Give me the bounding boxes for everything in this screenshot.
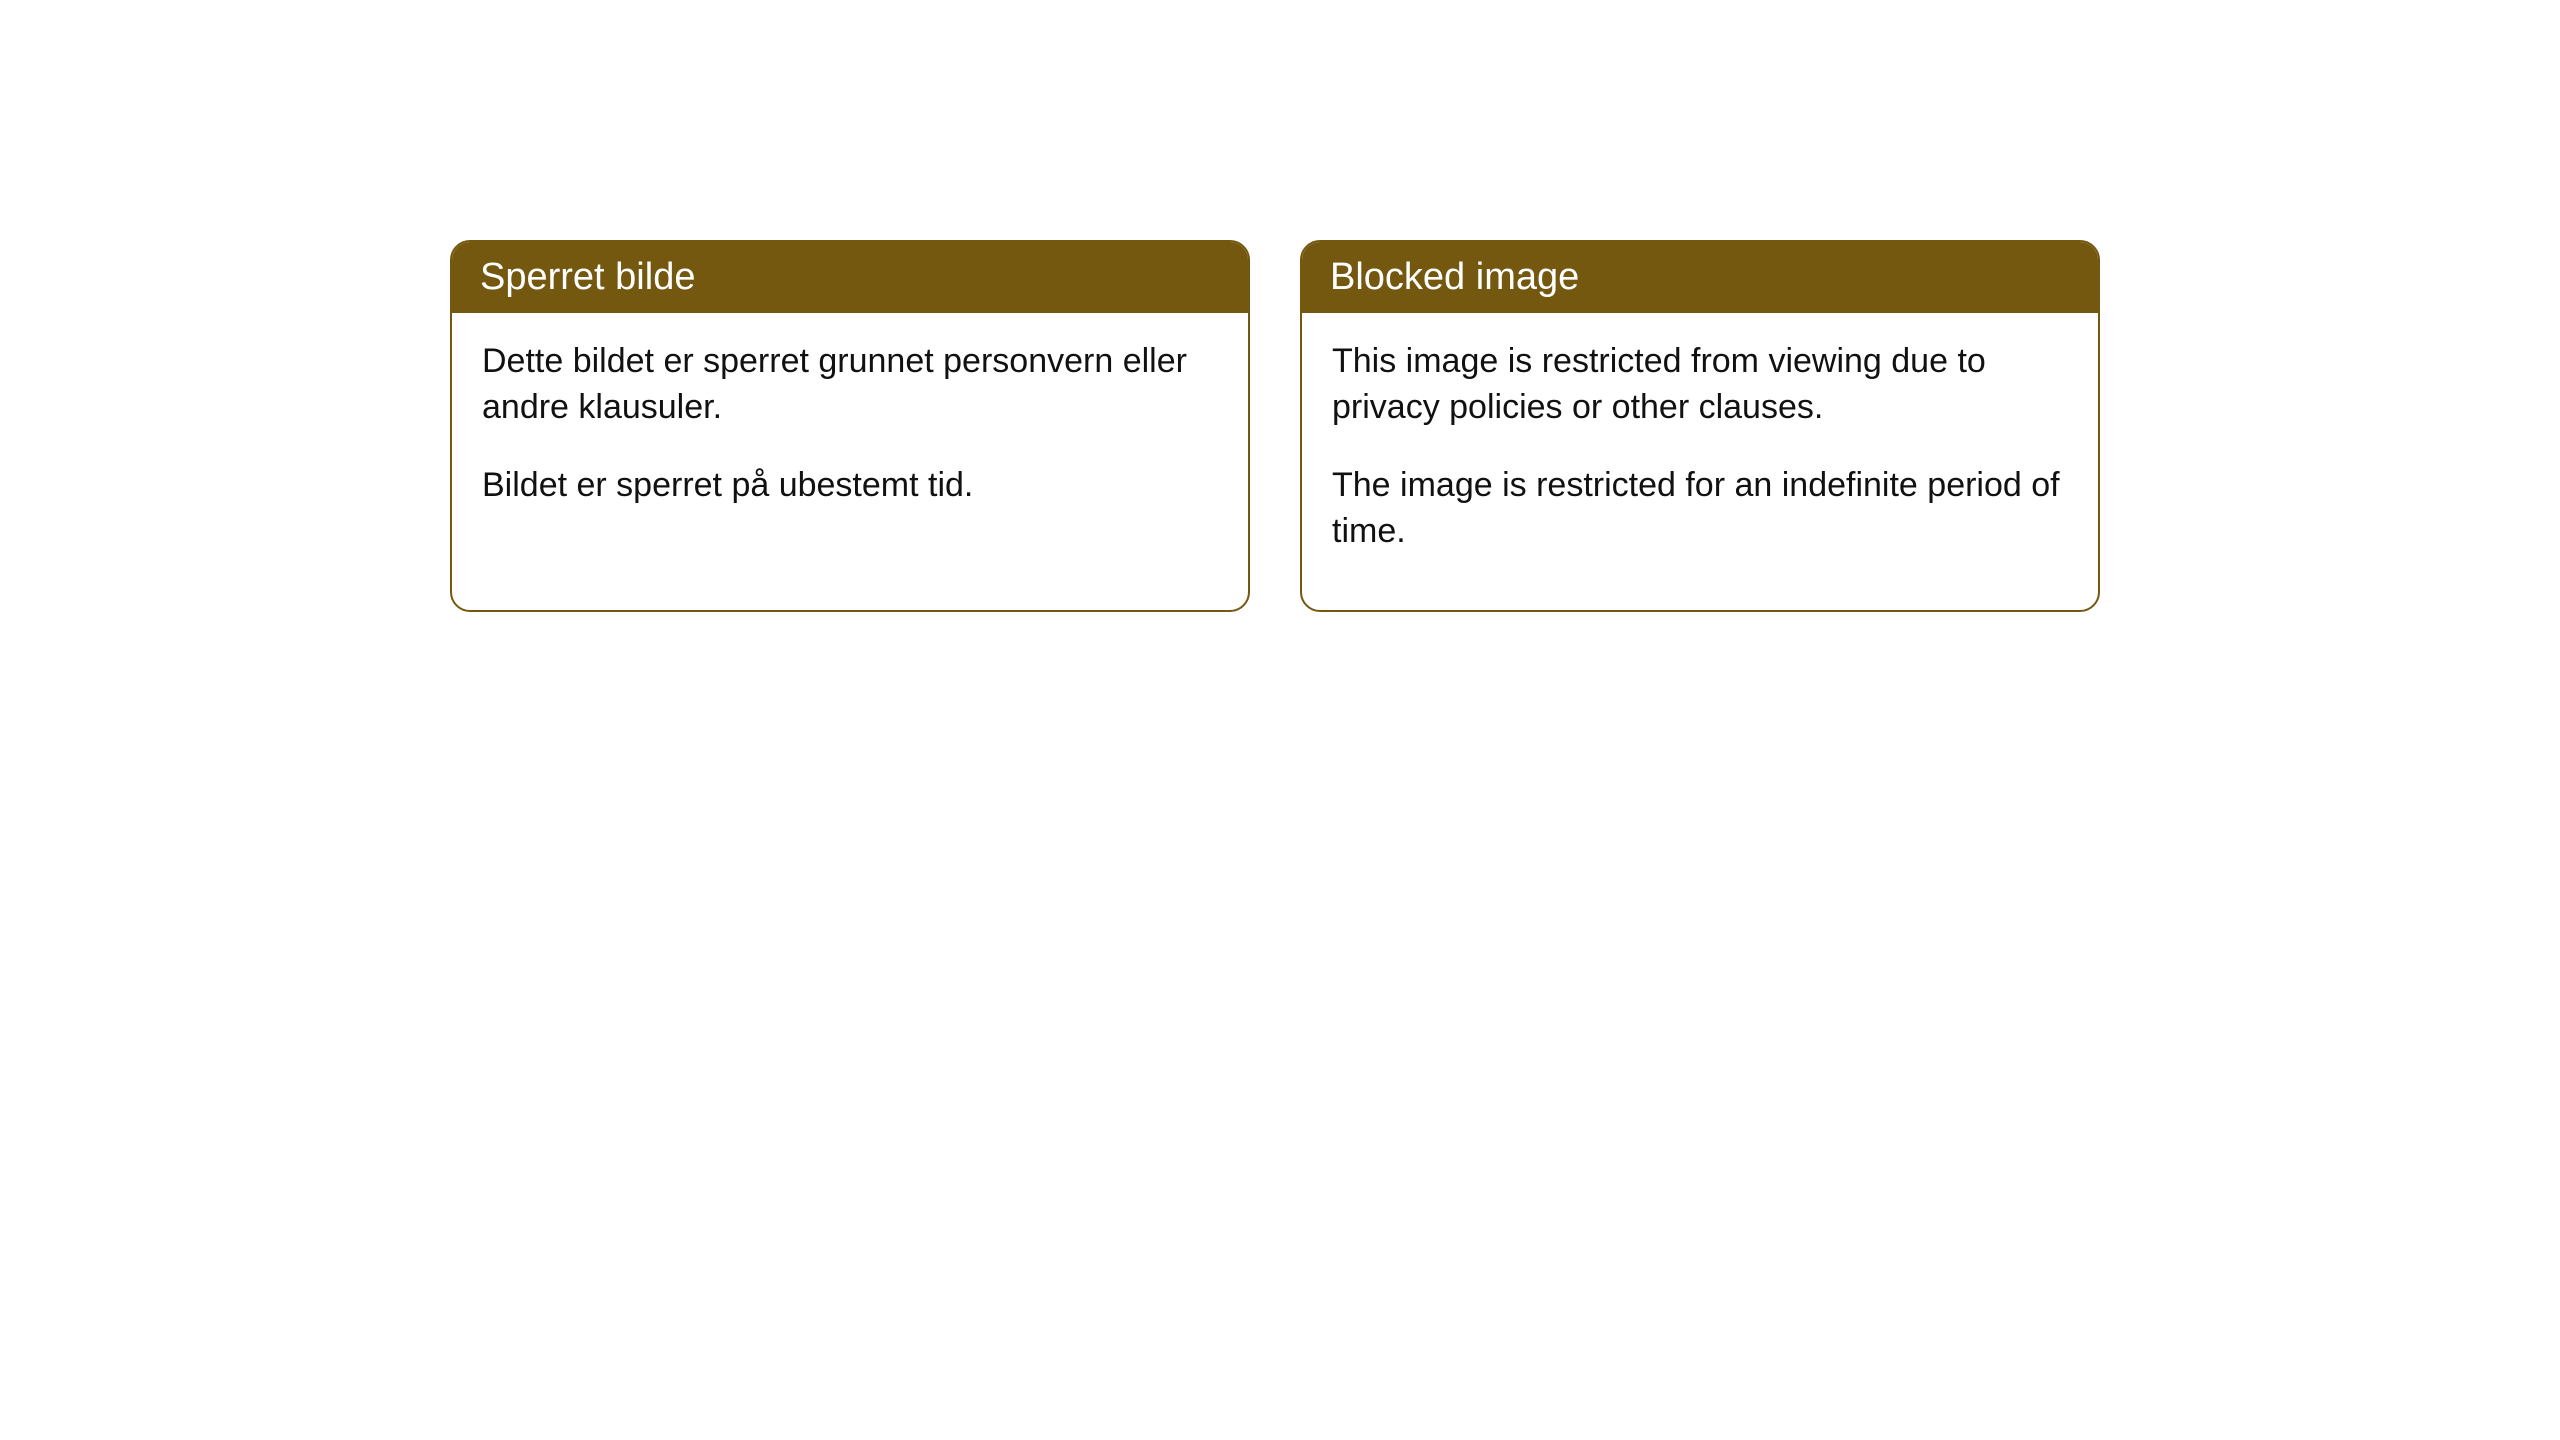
card-english: Blocked image This image is restricted f… (1300, 240, 2100, 612)
card-body-english: This image is restricted from viewing du… (1302, 313, 2098, 610)
card-paragraph: Dette bildet er sperret grunnet personve… (482, 339, 1218, 431)
card-norwegian: Sperret bilde Dette bildet er sperret gr… (450, 240, 1250, 612)
card-body-norwegian: Dette bildet er sperret grunnet personve… (452, 313, 1248, 564)
card-paragraph: The image is restricted for an indefinit… (1332, 463, 2068, 555)
card-paragraph: This image is restricted from viewing du… (1332, 339, 2068, 431)
card-paragraph: Bildet er sperret på ubestemt tid. (482, 463, 1218, 509)
card-header-norwegian: Sperret bilde (452, 242, 1248, 313)
cards-container: Sperret bilde Dette bildet er sperret gr… (0, 0, 2560, 612)
card-header-english: Blocked image (1302, 242, 2098, 313)
